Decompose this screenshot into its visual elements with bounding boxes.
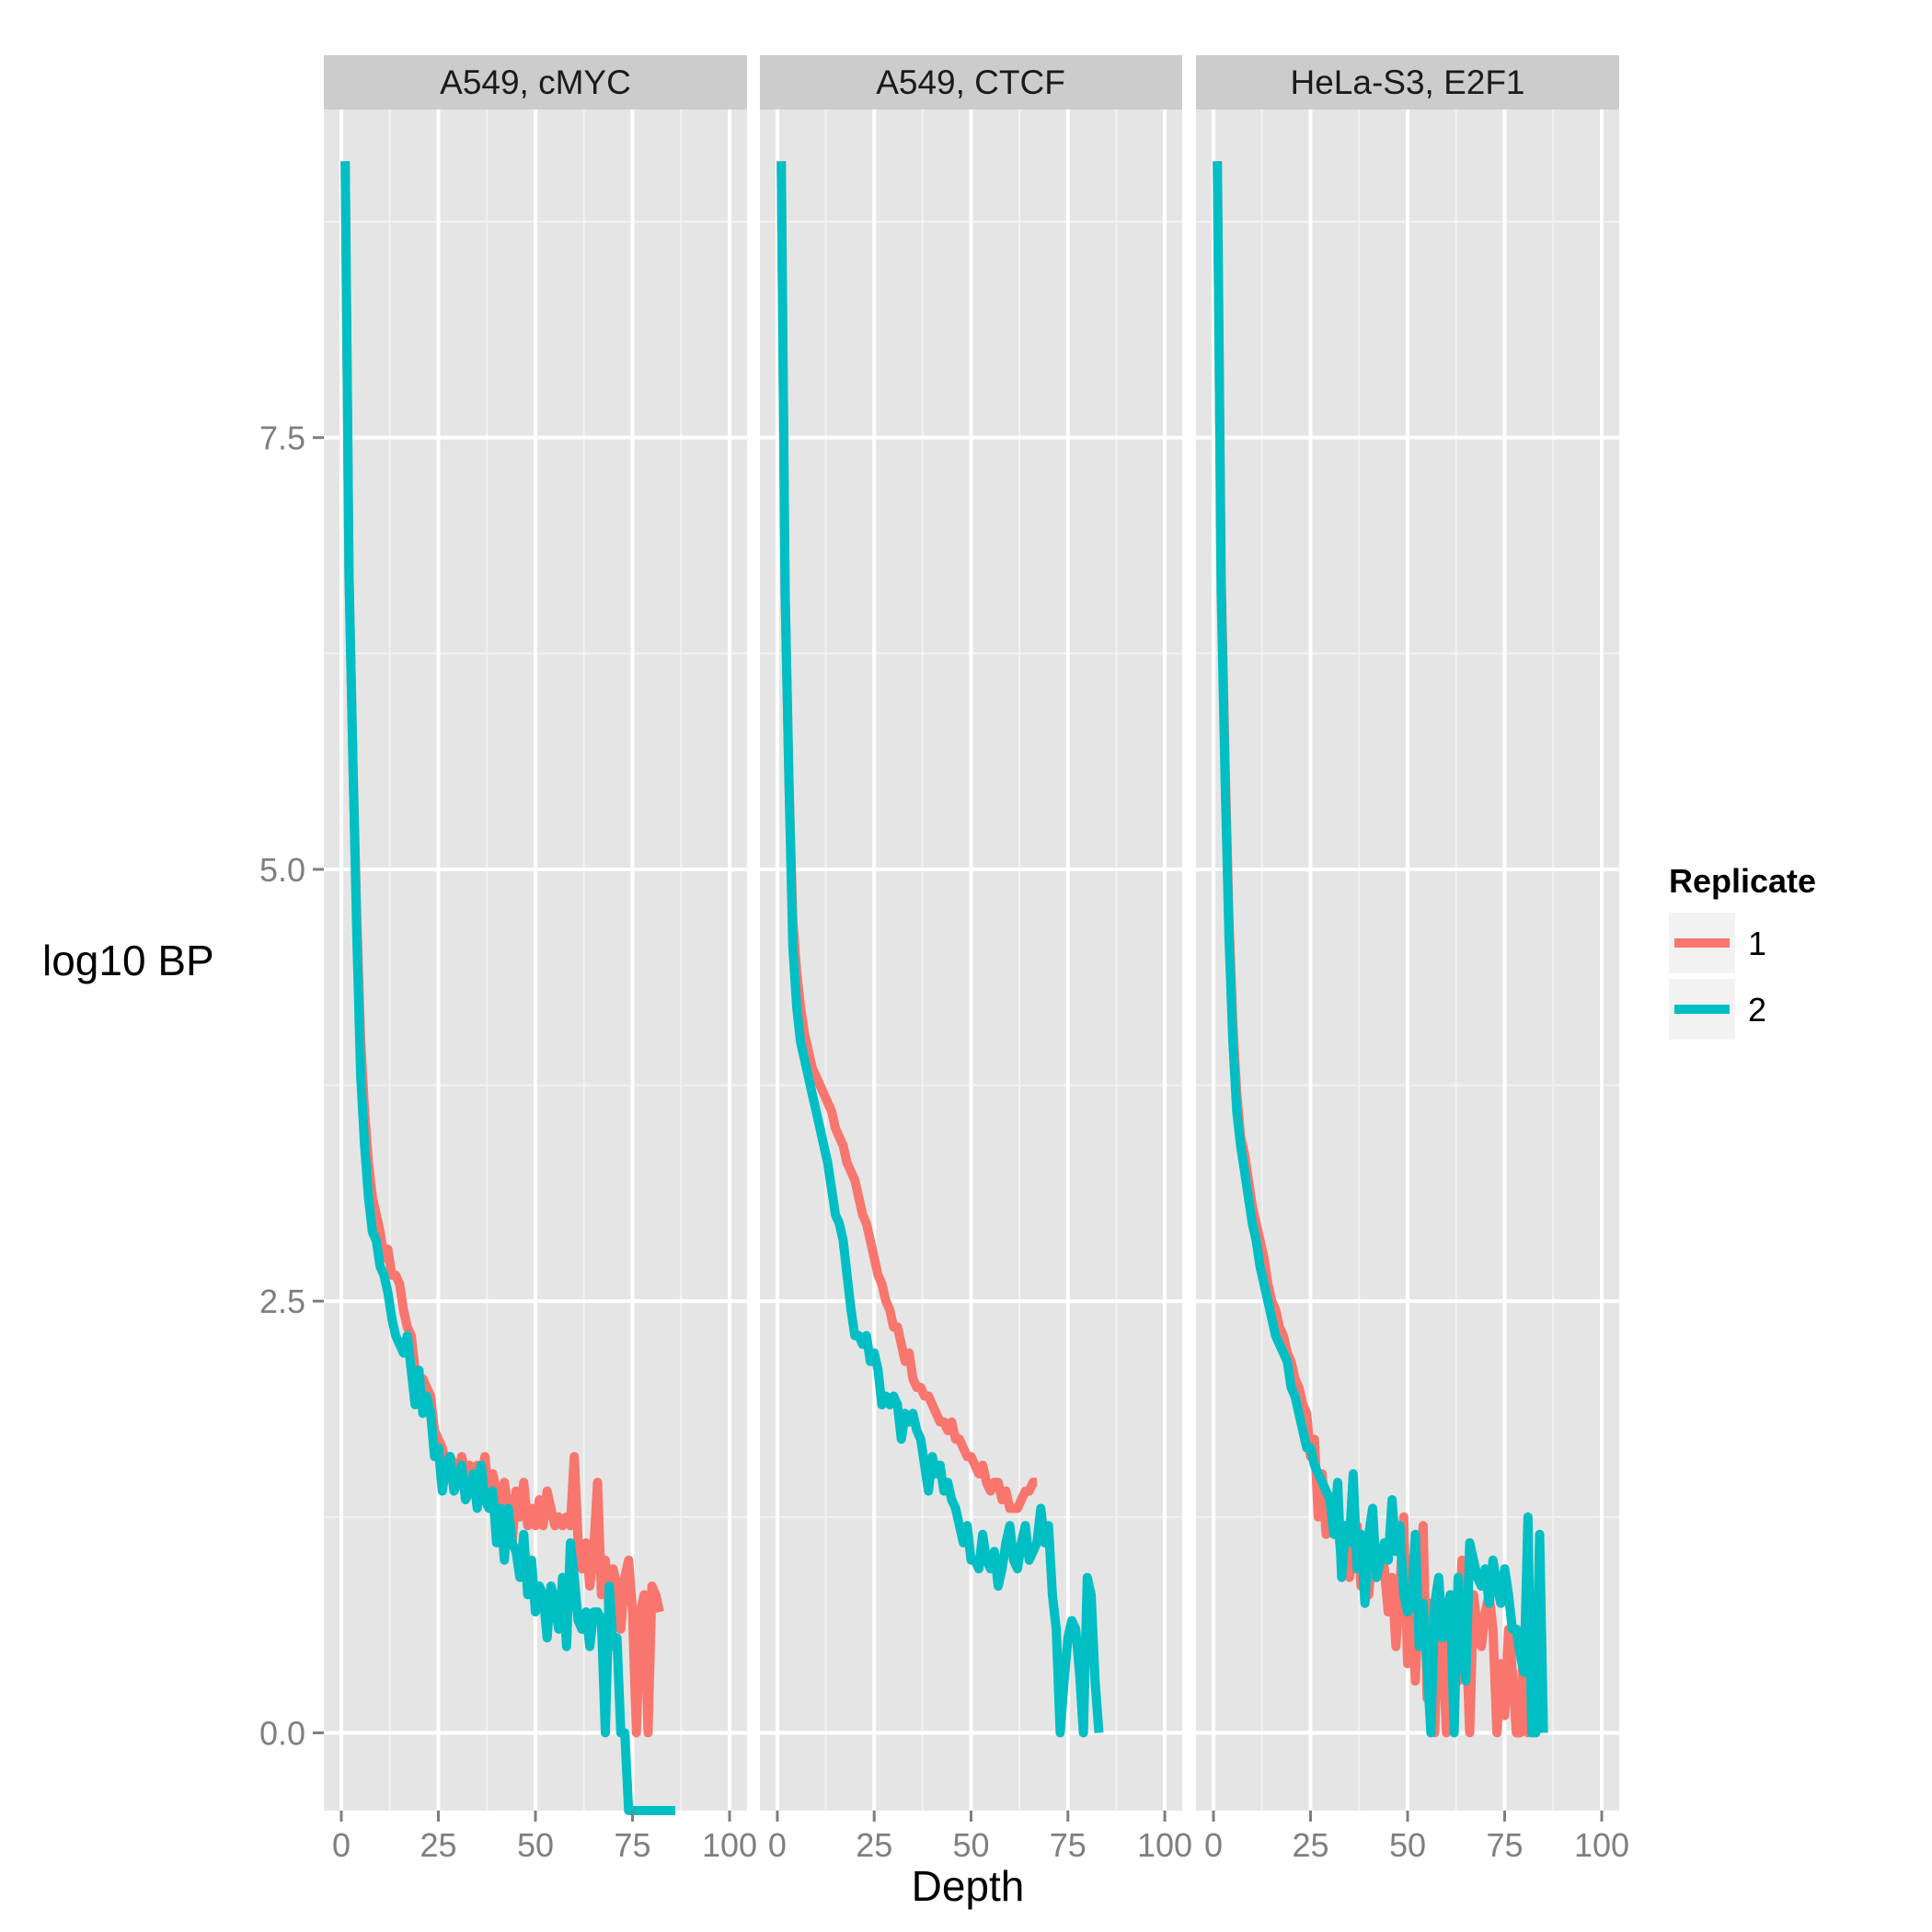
- y-tick-label: 5.0: [259, 851, 305, 889]
- series-line-2: [1213, 161, 1548, 1738]
- series-lines: [340, 161, 676, 1815]
- facet-panel-2: A549, CTCF: [760, 55, 1182, 1811]
- gridlines: [760, 109, 1182, 1811]
- facet-strip: [760, 55, 1182, 109]
- series-line-2: [776, 161, 1104, 1738]
- y-tick-label: 2.5: [259, 1282, 305, 1320]
- y-axis: 0.0 2.5 5.0 7.5: [259, 420, 324, 1753]
- gridlines: [324, 109, 747, 1811]
- x-tick-label: 0: [768, 1826, 787, 1864]
- legend-item-2: 2: [1669, 979, 1766, 1040]
- x-tick-label: 100: [702, 1826, 757, 1864]
- legend-label: 1: [1748, 925, 1766, 962]
- x-tick-label: 75: [1486, 1826, 1523, 1864]
- legend-item-1: 1: [1669, 913, 1766, 973]
- y-axis-title: log10 BP: [42, 937, 214, 984]
- series-lines: [1213, 161, 1548, 1738]
- x-tick-label: 50: [952, 1826, 989, 1864]
- legend: Replicate 1 2: [1669, 862, 1816, 1040]
- x-tick-label: 50: [517, 1826, 554, 1864]
- facet-title: HeLa-S3, E2F1: [1290, 63, 1524, 101]
- x-tick-label: 50: [1389, 1826, 1426, 1864]
- x-axis-title: Depth: [912, 1862, 1025, 1910]
- facet-title: A549, CTCF: [876, 63, 1065, 101]
- x-tick-label: 0: [332, 1826, 351, 1864]
- x-tick-label: 25: [1292, 1826, 1328, 1864]
- y-tick-label: 0.0: [259, 1715, 305, 1753]
- y-tick-label: 7.5: [259, 420, 305, 457]
- series-line-1: [776, 161, 1038, 1513]
- x-tick-label: 75: [614, 1826, 650, 1864]
- series-lines: [776, 161, 1104, 1738]
- facet-panel-3: HeLa-S3, E2F1: [1196, 55, 1619, 1811]
- x-axis: 0 25 50 75 100 0 25 50 75 100 0 25 50 75 100: [332, 1811, 1629, 1864]
- x-tick-label: 25: [420, 1826, 456, 1864]
- legend-label: 2: [1748, 991, 1766, 1029]
- facet-title: A549, cMYC: [440, 63, 631, 101]
- facet-strip: [324, 55, 747, 109]
- x-tick-label: 100: [1574, 1826, 1629, 1864]
- legend-title: Replicate: [1669, 862, 1816, 900]
- series-line-2: [340, 161, 676, 1815]
- x-tick-label: 75: [1050, 1826, 1087, 1864]
- x-tick-label: 25: [856, 1826, 892, 1864]
- facet-panel-1: A549, cMYC: [324, 55, 747, 1815]
- facet-strip: [1196, 55, 1619, 109]
- x-tick-label: 0: [1204, 1826, 1223, 1864]
- x-tick-label: 100: [1137, 1826, 1192, 1864]
